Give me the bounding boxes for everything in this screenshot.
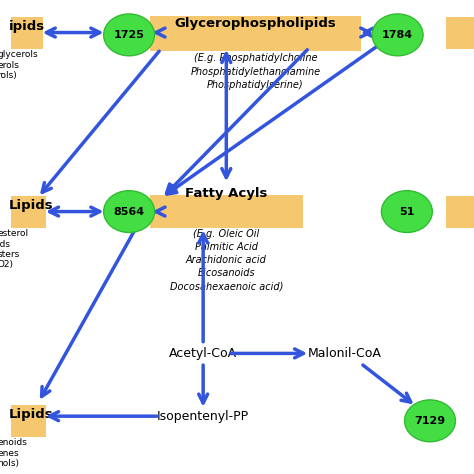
Ellipse shape xyxy=(104,14,155,56)
Ellipse shape xyxy=(404,400,456,442)
Text: enoids
enes
nols): enoids enes nols) xyxy=(0,438,27,468)
Text: esterol
ids
sters
D2): esterol ids sters D2) xyxy=(0,229,28,269)
Text: Acetyl-CoA: Acetyl-CoA xyxy=(169,347,237,360)
Text: 1725: 1725 xyxy=(114,30,145,40)
Text: (E.g. Oleic Oil
Palmitic Acid
Arachidonic acid
Eicosanoids
Docosahexaenoic acid): (E.g. Oleic Oil Palmitic Acid Arachidoni… xyxy=(170,229,283,292)
Text: (E.g. Phosphatidylcholine
Phosphatidylethanolamine
Phosphatidylserine): (E.g. Phosphatidylcholine Phosphatidylet… xyxy=(191,54,320,90)
Ellipse shape xyxy=(382,191,432,233)
Text: Lipids: Lipids xyxy=(9,408,54,421)
Ellipse shape xyxy=(372,14,423,56)
Text: Glycerophospholipids: Glycerophospholipids xyxy=(174,17,337,30)
FancyBboxPatch shape xyxy=(0,196,46,228)
Text: 8564: 8564 xyxy=(113,207,145,217)
Text: Fatty Acyls: Fatty Acyls xyxy=(185,187,267,200)
Text: Malonil-CoA: Malonil-CoA xyxy=(308,347,381,360)
Text: glycerols
erols
rols): glycerols erols rols) xyxy=(0,50,38,80)
Text: Isopentenyl-PP: Isopentenyl-PP xyxy=(157,410,249,423)
Ellipse shape xyxy=(104,191,155,233)
Text: Lipids: Lipids xyxy=(9,199,54,211)
FancyBboxPatch shape xyxy=(446,17,474,49)
FancyBboxPatch shape xyxy=(0,17,44,49)
Text: ipids: ipids xyxy=(9,19,45,33)
FancyBboxPatch shape xyxy=(0,405,46,437)
FancyBboxPatch shape xyxy=(150,195,303,228)
FancyBboxPatch shape xyxy=(446,196,474,228)
FancyBboxPatch shape xyxy=(150,16,361,51)
Text: 1784: 1784 xyxy=(382,30,413,40)
Text: 7129: 7129 xyxy=(414,416,446,426)
Text: 51: 51 xyxy=(399,207,415,217)
